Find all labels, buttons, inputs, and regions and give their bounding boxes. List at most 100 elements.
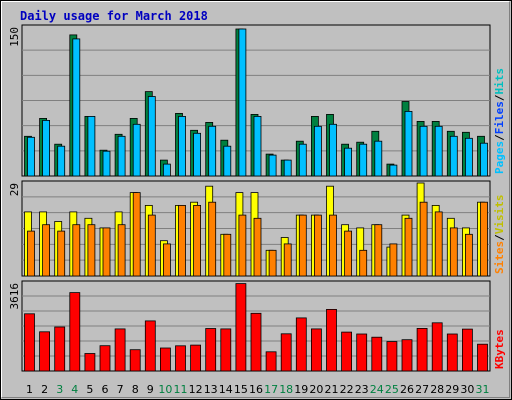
- day-label-31: 31: [476, 383, 490, 396]
- bar-sites-day-17: [268, 249, 277, 277]
- day-label-1: 1: [26, 383, 33, 396]
- bar-sites-day-7: [117, 224, 126, 277]
- day-label-3: 3: [56, 383, 63, 396]
- day-label-16: 16: [249, 383, 263, 396]
- day-label-5: 5: [86, 383, 93, 396]
- bar-kbytes-day-20: [310, 328, 322, 372]
- bar-kbytes-day-11: [175, 345, 186, 372]
- day-label-17: 17: [264, 383, 278, 396]
- bar-kbytes-day-4: [69, 292, 81, 372]
- bar-sites-day-12: [193, 204, 202, 277]
- day-label-25: 25: [385, 383, 399, 396]
- bar-files-day-22: [344, 147, 353, 177]
- legend-separator: /: [493, 134, 506, 141]
- bar-files-day-9: [147, 96, 156, 177]
- bars: [24, 28, 488, 177]
- bar-kbytes-day-5: [84, 353, 96, 372]
- bar-sites-day-11: [178, 204, 186, 277]
- day-label-14: 14: [219, 383, 233, 396]
- bar-files-day-14: [223, 145, 232, 177]
- day-label-6: 6: [102, 383, 109, 396]
- bar-files-day-2: [42, 120, 50, 177]
- bar-kbytes-day-6: [99, 345, 111, 372]
- day-label-20: 20: [309, 383, 323, 396]
- bar-kbytes-day-23: [356, 333, 368, 372]
- bar-sites-day-19: [298, 214, 307, 277]
- bar-files-day-23: [359, 143, 368, 177]
- panel-legend: Sites/Visits: [493, 195, 506, 275]
- bar-sites-day-13: [208, 201, 217, 277]
- bar-kbytes-day-18: [280, 333, 292, 372]
- bar-files-day-1: [27, 136, 35, 177]
- bar-files-day-30: [464, 137, 473, 177]
- bar-kbytes-day-26: [401, 339, 413, 372]
- bar-sites-day-10: [162, 243, 171, 277]
- bar-files-day-20: [313, 125, 322, 177]
- bar-kbytes-day-15: [235, 283, 247, 372]
- day-label-24: 24: [370, 383, 384, 396]
- day-label-2: 2: [41, 383, 48, 396]
- day-label-8: 8: [132, 383, 139, 396]
- day-label-18: 18: [279, 383, 293, 396]
- day-label-23: 23: [355, 383, 369, 396]
- bar-files-day-6: [102, 150, 111, 177]
- day-label-15: 15: [234, 383, 248, 396]
- bar-kbytes-day-13: [205, 328, 217, 372]
- bar-kbytes-day-2: [39, 331, 50, 372]
- day-label-10: 10: [158, 383, 172, 396]
- bar-sites-day-16: [253, 217, 262, 277]
- bar-sites-day-18: [283, 243, 292, 277]
- bar-kbytes-day-22: [341, 331, 353, 372]
- bar-sites-day-14: [223, 233, 232, 277]
- day-labels: 1 2 3 4 5 6 7 8 9 10 11 12 13 14 15 16 17 18 19 20 21 22 23 24 2…: [26, 383, 490, 396]
- bar-sites-day-1: [27, 230, 35, 277]
- bar-sites-day-26: [404, 217, 413, 277]
- day-label-19: 19: [294, 383, 308, 396]
- bar-files-day-7: [117, 135, 126, 177]
- panel-legend: Pages/Files/Hits: [493, 68, 506, 174]
- day-label-26: 26: [400, 383, 414, 396]
- bar-sites-day-29: [449, 227, 458, 277]
- legend-separator: /: [493, 234, 506, 241]
- day-label-21: 21: [325, 383, 339, 396]
- legend-visits: Visits: [493, 195, 506, 235]
- bar-files-day-26: [404, 111, 413, 177]
- bar-files-day-16: [253, 116, 262, 177]
- panel-legend: KBytes: [493, 329, 506, 369]
- bar-sites-day-27: [419, 201, 428, 277]
- bar-sites-day-6: [102, 227, 111, 277]
- day-label-9: 9: [147, 383, 154, 396]
- day-label-22: 22: [340, 383, 354, 396]
- bar-kbytes-day-1: [24, 313, 35, 372]
- bar-kbytes-day-27: [416, 327, 428, 372]
- bar-files-day-29: [449, 135, 458, 177]
- bar-kbytes-day-8: [129, 349, 141, 372]
- bar-kbytes-day-3: [54, 326, 66, 372]
- bar-kbytes-day-17: [265, 351, 277, 372]
- bar-sites-day-3: [57, 230, 66, 277]
- max-value-label: 29: [8, 183, 21, 196]
- bars: [24, 182, 488, 277]
- bar-sites-day-24: [374, 224, 383, 277]
- legend-sites: Sites: [493, 241, 506, 274]
- bar-files-day-21: [329, 123, 337, 177]
- bar-files-day-31: [480, 142, 488, 177]
- day-label-30: 30: [460, 383, 474, 396]
- bar-files-day-18: [283, 159, 292, 177]
- day-label-11: 11: [174, 383, 188, 396]
- bar-files-day-11: [178, 116, 186, 177]
- day-label-28: 28: [430, 383, 444, 396]
- bar-kbytes-day-29: [446, 333, 458, 372]
- legend-separator: /: [493, 94, 506, 101]
- bar-kbytes-day-30: [461, 328, 473, 372]
- legend-hits: Hits: [493, 68, 506, 95]
- bar-kbytes-day-14: [220, 328, 232, 372]
- bar-sites-day-4: [72, 224, 81, 277]
- bar-sites-day-28: [434, 211, 443, 277]
- bar-files-day-8: [132, 123, 141, 177]
- legend-files: Files: [493, 101, 506, 134]
- bar-files-day-3: [57, 145, 66, 177]
- bar-files-day-25: [389, 164, 398, 177]
